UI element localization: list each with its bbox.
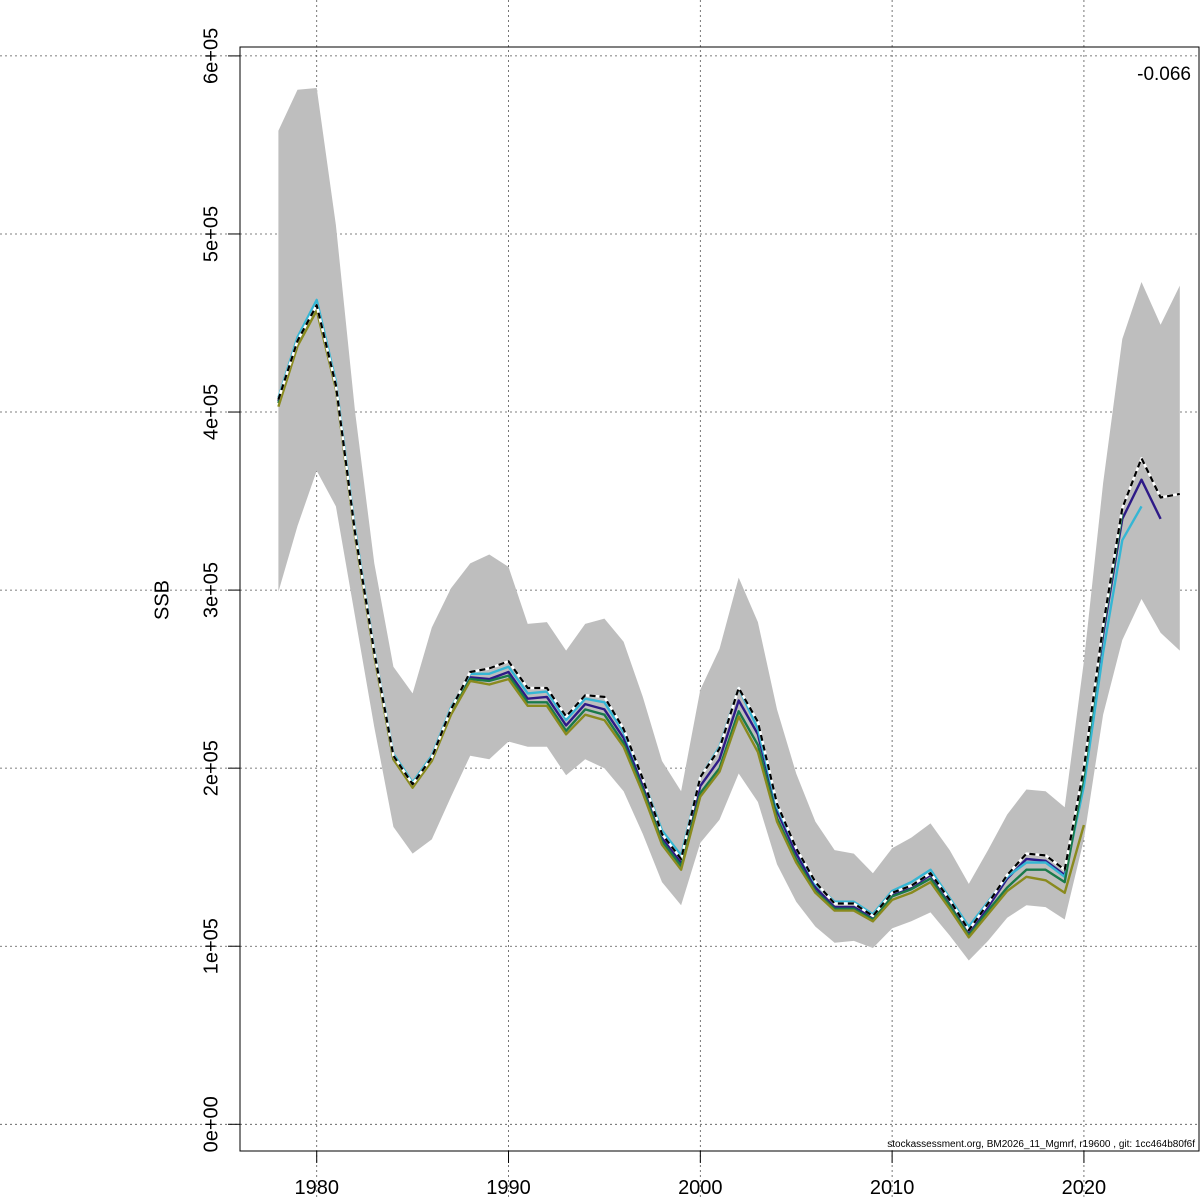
confidence-band: [278, 88, 1180, 961]
y-tick-label: 2e+05: [200, 740, 222, 796]
series-line-base: [277, 304, 1181, 932]
y-tick-label: 3e+05: [200, 562, 222, 618]
y-axis: 0e+00 1e+05 2e+05 3e+05 4e+05 5e+05 6e+05: [200, 28, 241, 1152]
y-tick-label: 4e+05: [200, 384, 222, 440]
x-tick-label: 2000: [678, 1177, 723, 1199]
confidence-band-layer: [278, 88, 1180, 961]
x-axis: 1980 1990 2000 2010 2020: [294, 1150, 1107, 1199]
x-tick-label: 1990: [486, 1177, 531, 1199]
plot-frame: [239, 46, 1200, 1152]
y-axis-label: SSB: [151, 580, 173, 620]
y-tick-label: 6e+05: [200, 28, 222, 84]
x-tick-label: 1980: [294, 1177, 339, 1199]
footer-credit: stockassessment.org, BM2026_11_Mgmrf, r1…: [887, 1139, 1195, 1150]
x-tick-label: 2020: [1062, 1177, 1107, 1199]
correlation-annotation: -0.066: [1137, 64, 1191, 85]
y-tick-label: 5e+05: [200, 206, 222, 262]
x-tick-label: 2010: [870, 1177, 915, 1199]
y-tick-label: 1e+05: [200, 918, 222, 974]
y-tick-label: 0e+00: [200, 1096, 222, 1152]
series-line-retro-peel-4: [277, 309, 1086, 939]
series-layer: [277, 298, 1181, 939]
